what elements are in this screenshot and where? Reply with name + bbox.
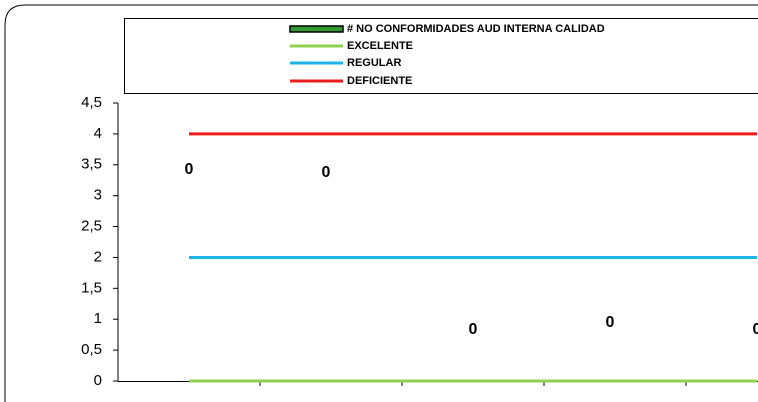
legend-swatch — [289, 25, 344, 33]
y-tick-label: 3 — [94, 187, 102, 204]
y-tick-label: 4 — [94, 125, 102, 142]
legend-label: # NO CONFORMIDADES AUD INTERNA CALIDAD — [347, 23, 605, 35]
data-label: 0 — [469, 321, 478, 338]
y-tick-label: 1 — [94, 310, 102, 327]
data-label: 0 — [322, 164, 331, 181]
y-tick-label: 2,5 — [81, 218, 102, 235]
chart-border — [4, 4, 758, 402]
legend-box — [124, 18, 758, 94]
y-tick-label: 3,5 — [81, 156, 102, 173]
data-label: 0 — [606, 314, 615, 331]
y-tick-label: 0,5 — [81, 341, 102, 358]
data-label: 0 — [185, 161, 194, 178]
legend-label: DEFICIENTE — [347, 75, 412, 87]
y-tick-label: 0 — [94, 372, 102, 389]
data-label: 0 — [753, 321, 758, 338]
y-tick-label: 2 — [94, 248, 102, 265]
legend-label: EXCELENTE — [347, 40, 413, 52]
legend-label: REGULAR — [347, 57, 401, 69]
y-tick-label: 1,5 — [81, 279, 102, 296]
y-tick-label: 4,5 — [81, 94, 102, 111]
